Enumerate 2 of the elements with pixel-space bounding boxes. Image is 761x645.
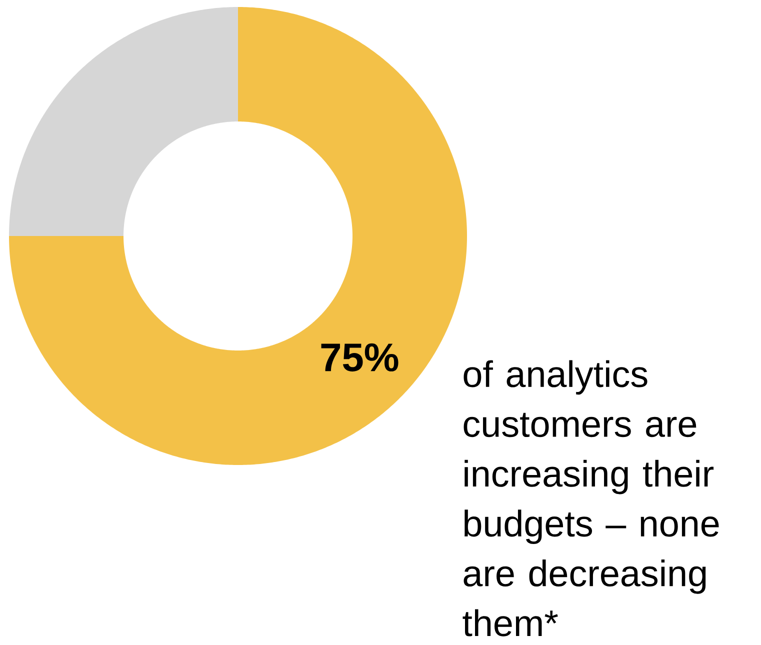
text: of analytics customers are increasing their budgets – none are decreasing them*	[462, 360, 719, 636]
data-label: 75%	[321, 343, 398, 372]
